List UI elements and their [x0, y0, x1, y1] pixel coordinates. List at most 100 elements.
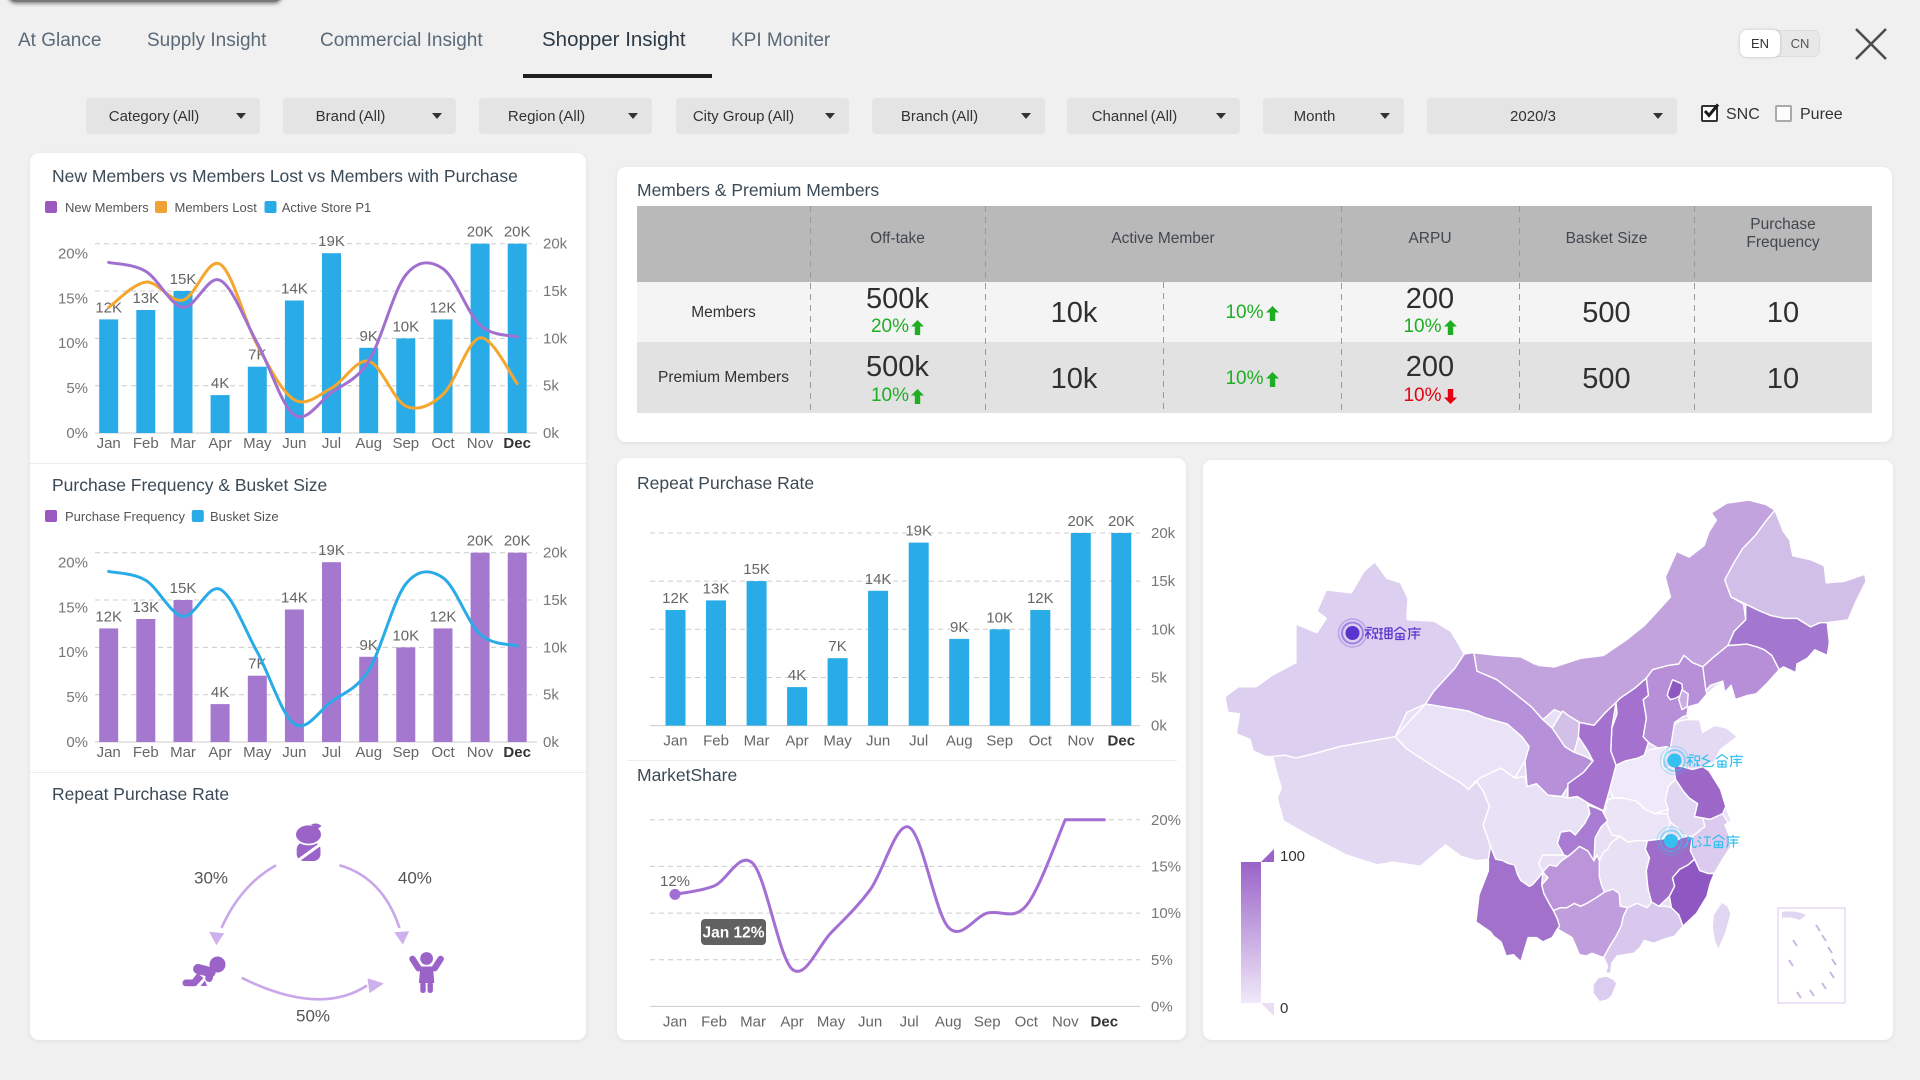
svg-text:100: 100: [1280, 848, 1305, 865]
svg-text:Nov: Nov: [1067, 733, 1094, 750]
svg-text:Active Store P1: Active Store P1: [282, 200, 372, 215]
svg-text:20%: 20%: [1151, 812, 1181, 829]
svg-text:10k: 10k: [543, 330, 568, 347]
svg-text:Apr: Apr: [785, 733, 808, 750]
svg-text:4K: 4K: [788, 667, 806, 684]
svg-text:10K: 10K: [392, 318, 419, 335]
svg-text:19K: 19K: [318, 233, 345, 250]
svg-text:19K: 19K: [905, 523, 932, 540]
svg-text:Nov: Nov: [467, 744, 494, 761]
svg-text:Jul: Jul: [322, 435, 341, 452]
svg-text:10K: 10K: [392, 627, 419, 644]
svg-text:50%: 50%: [296, 1007, 330, 1026]
svg-text:Purchase Frequency & Busket Si: Purchase Frequency & Busket Size: [52, 475, 327, 495]
svg-text:12K: 12K: [430, 608, 457, 625]
svg-text:15%: 15%: [1151, 858, 1181, 875]
svg-text:Feb: Feb: [703, 733, 729, 750]
svg-text:Oct: Oct: [1029, 733, 1053, 750]
svg-text:20%: 20%: [58, 245, 88, 262]
svg-text:Aug: Aug: [355, 744, 382, 761]
svg-text:Apr: Apr: [780, 1014, 803, 1031]
svg-text:Repeat Purchase Rate: Repeat Purchase Rate: [52, 784, 229, 804]
svg-text:Nov: Nov: [1052, 1014, 1079, 1031]
svg-text:0k: 0k: [1151, 718, 1167, 735]
svg-text:Dec: Dec: [503, 435, 531, 452]
svg-text:10K: 10K: [986, 609, 1013, 626]
svg-text:Aug: Aug: [355, 435, 382, 452]
svg-text:12K: 12K: [662, 590, 689, 607]
svg-text:12K: 12K: [1027, 590, 1054, 607]
svg-text:15K: 15K: [170, 271, 197, 288]
svg-text:20K: 20K: [1067, 513, 1094, 530]
svg-text:Repeat Purchase Rate: Repeat Purchase Rate: [637, 473, 814, 493]
svg-text:10k: 10k: [1151, 621, 1176, 638]
svg-text:Members Lost: Members Lost: [175, 200, 258, 215]
svg-text:May: May: [823, 733, 852, 750]
svg-text:10k: 10k: [543, 639, 568, 656]
svg-text:15k: 15k: [543, 283, 568, 300]
svg-text:10%: 10%: [1151, 905, 1181, 922]
svg-text:0%: 0%: [66, 734, 88, 751]
svg-text:Oct: Oct: [431, 744, 455, 761]
svg-text:Sep: Sep: [392, 744, 419, 761]
svg-text:Mar: Mar: [744, 733, 770, 750]
svg-text:14K: 14K: [281, 590, 308, 607]
svg-text:20K: 20K: [467, 533, 494, 550]
svg-text:5k: 5k: [1151, 670, 1167, 687]
svg-text:Jan: Jan: [663, 1014, 687, 1031]
svg-text:5k: 5k: [543, 687, 559, 704]
svg-text:Aug: Aug: [935, 1014, 962, 1031]
svg-text:30%: 30%: [194, 869, 228, 888]
svg-text:4K: 4K: [211, 375, 229, 392]
svg-text:13K: 13K: [132, 290, 159, 307]
svg-text:Aug: Aug: [946, 733, 973, 750]
svg-text:20K: 20K: [467, 224, 494, 241]
svg-text:0k: 0k: [543, 425, 559, 442]
svg-text:20k: 20k: [543, 545, 568, 562]
svg-text:15%: 15%: [58, 599, 88, 616]
svg-text:13K: 13K: [703, 580, 730, 597]
svg-text:12K: 12K: [430, 299, 457, 316]
svg-text:10%: 10%: [58, 644, 88, 661]
svg-text:14K: 14K: [865, 571, 892, 588]
svg-text:12K: 12K: [95, 608, 122, 625]
svg-text:40%: 40%: [398, 869, 432, 888]
svg-text:Jun: Jun: [282, 435, 306, 452]
svg-text:20K: 20K: [504, 533, 531, 550]
svg-text:20K: 20K: [1108, 513, 1135, 530]
svg-text:0k: 0k: [543, 734, 559, 751]
svg-text:9K: 9K: [950, 619, 968, 636]
svg-text:Nov: Nov: [467, 435, 494, 452]
svg-text:Jan: Jan: [663, 733, 687, 750]
svg-text:9K: 9K: [360, 328, 378, 345]
svg-text:Jun: Jun: [866, 733, 890, 750]
svg-text:Feb: Feb: [701, 1014, 727, 1031]
svg-text:9K: 9K: [360, 637, 378, 654]
svg-text:0: 0: [1280, 1000, 1288, 1017]
svg-text:0%: 0%: [1151, 998, 1173, 1015]
svg-text:7K: 7K: [828, 638, 846, 655]
svg-text:Oct: Oct: [1015, 1014, 1039, 1031]
svg-text:Dec: Dec: [1091, 1014, 1119, 1031]
svg-text:MarketShare: MarketShare: [637, 765, 737, 785]
svg-text:19K: 19K: [318, 542, 345, 559]
svg-text:Jun: Jun: [858, 1014, 882, 1031]
svg-text:Mar: Mar: [170, 744, 196, 761]
svg-text:Mar: Mar: [740, 1014, 766, 1031]
svg-text:12%: 12%: [660, 873, 690, 890]
svg-text:May: May: [243, 744, 272, 761]
svg-text:Jan: Jan: [97, 744, 121, 761]
svg-text:4K: 4K: [211, 684, 229, 701]
svg-text:5%: 5%: [1151, 952, 1173, 969]
svg-text:Apr: Apr: [208, 744, 231, 761]
svg-text:Dec: Dec: [1108, 733, 1136, 750]
svg-text:Feb: Feb: [133, 435, 159, 452]
svg-text:Jul: Jul: [900, 1014, 919, 1031]
svg-text:Jul: Jul: [909, 733, 928, 750]
svg-text:20K: 20K: [504, 224, 531, 241]
svg-text:Dec: Dec: [503, 744, 531, 761]
svg-text:May: May: [243, 435, 272, 452]
svg-text:5k: 5k: [543, 378, 559, 395]
svg-text:Sep: Sep: [986, 733, 1013, 750]
svg-text:Apr: Apr: [208, 435, 231, 452]
